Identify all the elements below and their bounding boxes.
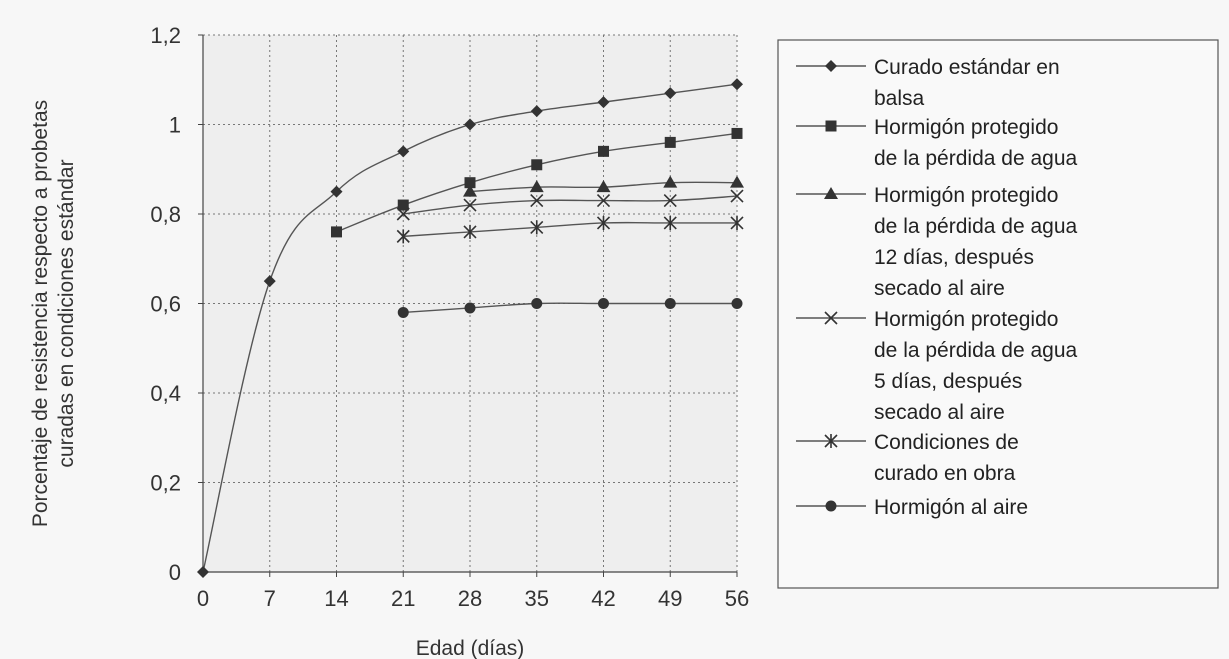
legend-label: de la pérdida de agua [874, 339, 1077, 362]
data-point [730, 175, 744, 188]
data-point [598, 298, 609, 309]
data-point [663, 194, 677, 208]
legend-swatch-marker [825, 500, 837, 512]
data-point [664, 298, 676, 309]
x-tick-label: 42 [591, 586, 615, 611]
y-tick-label: 0,2 [150, 471, 181, 496]
series-line [403, 221, 737, 238]
legend-label: Hormigón protegido [874, 116, 1058, 139]
x-tick-label: 35 [525, 586, 549, 611]
legend-item-6: Hormigón al aire [796, 496, 1028, 519]
x-tick-label: 0 [197, 586, 209, 611]
legend-item-5: Condiciones de curado en obra [796, 431, 1019, 485]
legend-item-4: Hormigón protegido de la pérdida de agua 5… [796, 308, 1077, 424]
data-point [664, 136, 676, 148]
series-3 [463, 175, 744, 197]
data-point [330, 185, 343, 198]
legend-label: 12 días, después [874, 246, 1034, 269]
y-tick-label: 0,8 [150, 202, 181, 227]
legend-label: 5 días, después [874, 370, 1022, 393]
y-tick-label: 0,4 [150, 381, 181, 406]
x-tick-label: 56 [725, 586, 749, 611]
y-axis-title-line: Porcentaje de resistencia respecto a pro… [29, 100, 52, 527]
data-point [731, 78, 743, 91]
legend-item-2: Hormigón protegido de la pérdida de agua [796, 116, 1077, 170]
legend-label: balsa [874, 87, 925, 110]
data-point [463, 184, 477, 197]
y-tick-label: 1,2 [150, 23, 181, 48]
data-point [530, 105, 543, 118]
data-point [596, 194, 611, 208]
legend-swatch-marker [825, 60, 837, 72]
data-point [397, 145, 410, 158]
series-4 [396, 189, 744, 221]
legend-swatch-marker [825, 120, 837, 132]
data-point [596, 215, 611, 230]
series-2 [331, 127, 743, 238]
data-point [529, 180, 544, 193]
legend-label: curado en obra [874, 462, 1016, 485]
legend-label: de la pérdida de agua [874, 147, 1077, 170]
x-tick-label: 49 [658, 586, 682, 611]
x-tick-label: 28 [458, 586, 482, 611]
data-point [663, 175, 678, 188]
data-point [531, 298, 543, 309]
data-point [731, 127, 743, 139]
series-6 [397, 298, 743, 318]
legend-item-3: Hormigón protegido de la pérdida de agua 1… [796, 184, 1077, 300]
series-line [202, 83, 738, 573]
x-tick-label: 7 [264, 586, 276, 611]
data-point [530, 194, 544, 208]
data-point [464, 177, 476, 189]
y-tick-label: 0,6 [150, 292, 181, 317]
series-line [403, 302, 737, 314]
data-point [730, 189, 744, 203]
legend-label: secado al aire [874, 277, 1005, 300]
data-point [331, 226, 342, 238]
series-line [403, 195, 738, 215]
legend-label: Hormigón protegido [874, 184, 1058, 207]
legend-swatch-marker [824, 311, 838, 325]
legend-label: Hormigón al aire [874, 496, 1028, 519]
legend-item-1: Curado estándar en balsa [796, 56, 1060, 110]
legend-label: de la pérdida de agua [874, 215, 1077, 238]
data-point [464, 302, 476, 314]
legend-swatch-marker [824, 434, 838, 448]
data-point [263, 275, 276, 288]
x-axis-title: Edad (días) [416, 637, 525, 659]
data-point [396, 229, 410, 244]
legend-swatch-marker [824, 187, 838, 199]
data-point [730, 215, 744, 230]
data-point [396, 207, 410, 221]
data-point [663, 215, 677, 230]
y-tick-label: 0 [169, 560, 181, 585]
data-point [463, 224, 477, 239]
y-axis-title: Porcentaje de resistencia respecto a pro… [29, 100, 78, 527]
data-point [731, 298, 743, 309]
data-point [664, 87, 677, 100]
data-point [597, 96, 610, 109]
series-1 [197, 78, 743, 578]
series-5 [396, 215, 744, 244]
y-tick-label: 1 [169, 113, 181, 138]
data-point [464, 118, 476, 131]
y-axis-title-line: curadas en condiciones estándar [55, 159, 78, 467]
data-point [197, 566, 209, 578]
legend-label: Curado estándar en [874, 56, 1060, 79]
x-tick-label: 14 [324, 586, 348, 611]
data-point [596, 180, 611, 193]
legend-label: secado al aire [874, 401, 1005, 424]
data-point [397, 306, 409, 318]
data-point [530, 220, 544, 235]
data-point [463, 198, 477, 212]
x-tick-label: 21 [391, 586, 415, 611]
data-point [598, 145, 609, 157]
data-point [397, 199, 409, 211]
legend-box [777, 39, 1219, 589]
data-point [531, 159, 543, 171]
legend-label: Condiciones de [874, 431, 1019, 454]
legend-label: Hormigón protegido [874, 308, 1058, 331]
